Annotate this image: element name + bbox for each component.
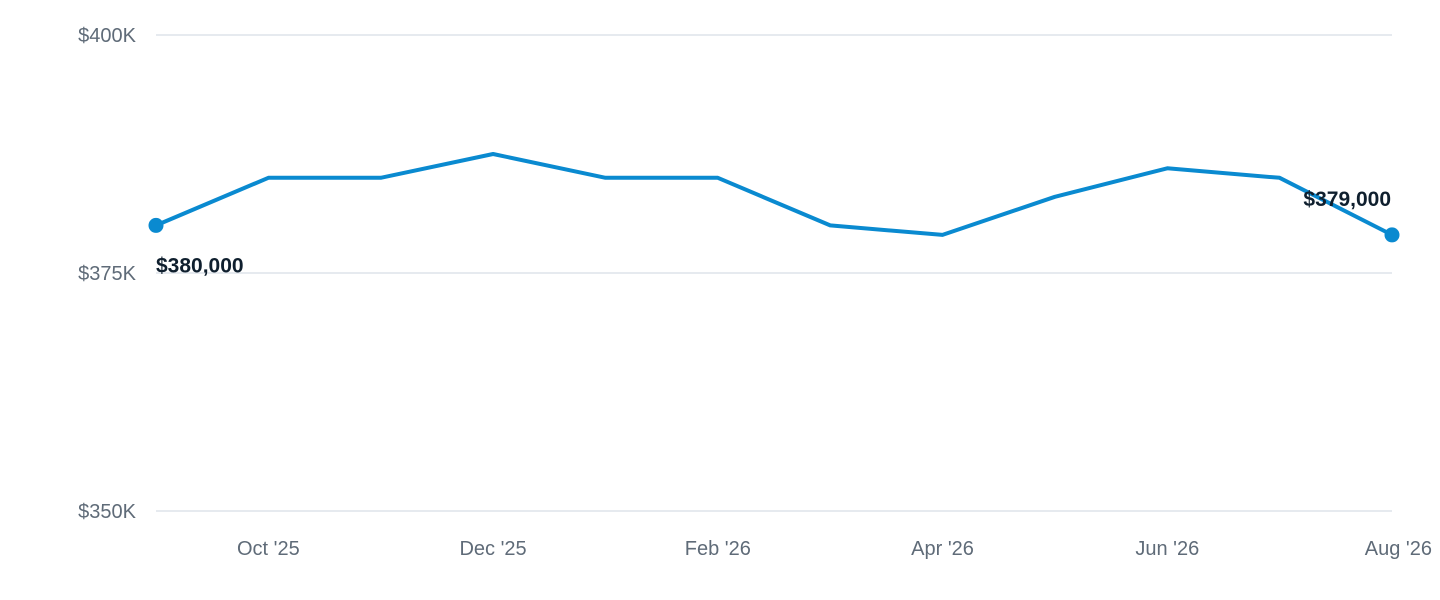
x-axis: Oct '25 Dec '25 Feb '26 Apr '26 Jun '26 Aug '… [237, 538, 1432, 560]
data-value-label: $380,000 [156, 254, 244, 277]
x-tick-label: Dec '25 [459, 538, 526, 560]
y-axis: $400K $375K $350K [78, 25, 136, 523]
x-tick-label: Jun '26 [1135, 538, 1199, 560]
series-line [154, 152, 1394, 237]
data-value-label: $379,000 [1303, 188, 1391, 211]
data-point-marker[interactable] [148, 217, 164, 233]
x-tick-label: Aug '26 [1365, 538, 1432, 560]
annotation-layer: $380,000 $379,000 [148, 188, 1400, 277]
y-tick-label: $400K [78, 25, 136, 47]
series-layer [154, 152, 1394, 237]
x-tick-label: Oct '25 [237, 538, 300, 560]
y-tick-label: $350K [78, 501, 136, 523]
grid-layer [156, 34, 1392, 512]
data-point-marker[interactable] [1384, 227, 1400, 243]
x-tick-label: Apr '26 [911, 538, 974, 560]
y-tick-label: $375K [78, 263, 136, 285]
x-tick-label: Feb '26 [685, 538, 751, 560]
